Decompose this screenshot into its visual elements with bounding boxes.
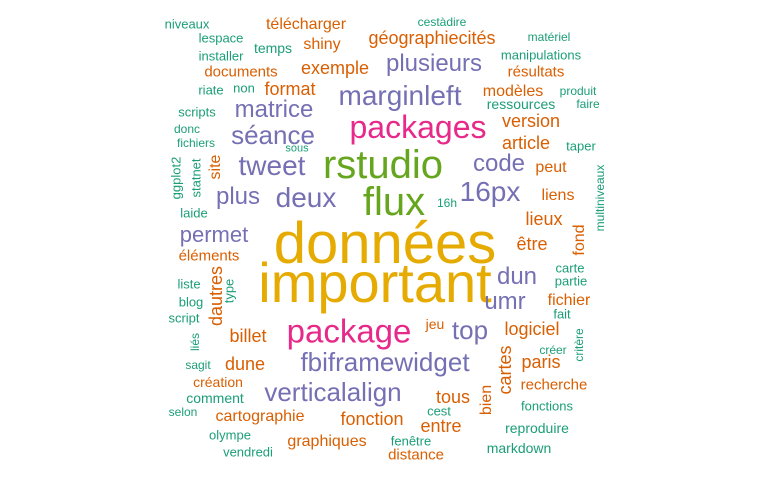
word-jeu: jeu: [425, 316, 445, 332]
word-tweet: tweet: [238, 150, 306, 181]
word-produit: produit: [559, 84, 597, 98]
word-geographiecites: géographiecités: [368, 28, 496, 48]
word-materiel: matériel: [527, 30, 571, 44]
word-installer: installer: [198, 48, 244, 64]
word-site: site: [207, 154, 224, 180]
word-temps: temps: [253, 40, 293, 56]
word-rstudio: rstudio: [322, 143, 444, 187]
word-marginleft: marginleft: [338, 80, 462, 111]
word-sagit: sagit: [185, 358, 211, 372]
word-script: script: [168, 310, 200, 326]
word-tous: tous: [435, 387, 471, 407]
word-article: article: [501, 133, 551, 153]
word-16px: 16px: [459, 176, 521, 207]
word-recherche: recherche: [520, 376, 588, 394]
word-resultats: résultats: [507, 63, 565, 81]
word-bien: bien: [478, 384, 495, 416]
word-critere: critère: [572, 328, 586, 362]
word-vendredi: vendredi: [223, 444, 273, 460]
word-version: version: [501, 111, 561, 131]
word-important: important: [258, 251, 492, 314]
word-16h: 16h: [436, 196, 458, 210]
word-elements: éléments: [178, 247, 240, 265]
word-donc: donc: [173, 122, 201, 136]
word-code: code: [472, 150, 526, 177]
word-comment: comment: [186, 390, 244, 406]
word-fonction: fonction: [340, 409, 404, 429]
word-dune: dune: [224, 354, 266, 374]
word-fonctions: fonctions: [520, 398, 574, 414]
word-plusieurs: plusieurs: [385, 50, 483, 77]
word-creer: créer: [539, 343, 567, 357]
word-cartes: cartes: [495, 345, 515, 395]
word-telecharger: télécharger: [265, 16, 347, 33]
word-permet: permet: [179, 222, 249, 247]
word-faire: faire: [576, 97, 600, 111]
word-donnees: données: [273, 211, 497, 276]
word-riate: riate: [198, 82, 224, 98]
word-plus: plus: [215, 183, 261, 210]
word-paris: paris: [521, 352, 561, 372]
word-verticalalign: verticalalign: [264, 377, 402, 407]
word-multiniveaux: multiniveaux: [593, 164, 607, 232]
word-manipulations: manipulations: [500, 47, 582, 63]
word-scripts: scripts: [178, 104, 216, 120]
word-reproduire: reproduire: [505, 420, 569, 436]
word-peut: peut: [535, 159, 567, 176]
word-liens: liens: [541, 187, 575, 204]
word-package: package: [286, 312, 412, 350]
word-fbiframewidget: fbiframewidget: [300, 347, 470, 377]
word-matrice: matrice: [234, 96, 314, 123]
word-fichier: fichier: [547, 292, 591, 309]
word-fait: fait: [553, 306, 571, 322]
word-cest: cest: [427, 403, 451, 419]
word-niveaux: niveaux: [164, 16, 210, 32]
word-sous: sous: [285, 142, 309, 155]
word-lespace: lespace: [198, 30, 244, 46]
word-selon: selon: [168, 405, 198, 419]
word-graphiques: graphiques: [287, 433, 367, 450]
word-markdown: markdown: [486, 440, 552, 456]
word-modeles: modèles: [482, 83, 544, 100]
word-billet: billet: [229, 326, 267, 346]
word-creation: création: [193, 374, 243, 390]
word-dun: dun: [496, 263, 538, 290]
word-taper: taper: [566, 138, 596, 154]
word-packages: packages: [349, 109, 487, 145]
word-ggplot2: ggplot2: [168, 156, 184, 200]
word-format: format: [264, 79, 316, 99]
word-logiciel: logiciel: [504, 319, 560, 339]
word-partie: partie: [554, 273, 588, 289]
word-blog: blog: [178, 294, 204, 310]
word-olympe: olympe: [209, 427, 251, 443]
word-shiny: shiny: [303, 36, 341, 53]
word-fond: fond: [571, 224, 588, 256]
word-non: non: [233, 80, 255, 96]
word-fenetre: fenêtre: [390, 433, 432, 449]
word-lies: liés: [188, 332, 202, 352]
word-distance: distance: [388, 446, 444, 464]
word-cartographie: cartographie: [215, 408, 305, 425]
word-ressources: ressources: [486, 96, 556, 112]
word-carte: carte: [555, 260, 585, 276]
word-documents: documents: [204, 63, 278, 81]
word-type: type: [221, 278, 237, 304]
word-statnet: statnet: [188, 158, 204, 198]
word-entre: entre: [420, 416, 462, 436]
word-exemple: exemple: [300, 58, 370, 78]
word-fichiers: fichiers: [176, 136, 216, 150]
word-cestadire: cestàdire: [417, 15, 467, 29]
word-top: top: [451, 315, 489, 345]
word-deux: deux: [275, 182, 337, 213]
word-laide: laide: [180, 205, 208, 221]
word-flux: flux: [362, 180, 426, 224]
word-etre: être: [516, 234, 548, 254]
word-seance: séance: [231, 120, 315, 150]
word-lieux: lieux: [525, 209, 563, 229]
word-umr: umr: [484, 288, 526, 315]
word-liste: liste: [177, 276, 201, 292]
